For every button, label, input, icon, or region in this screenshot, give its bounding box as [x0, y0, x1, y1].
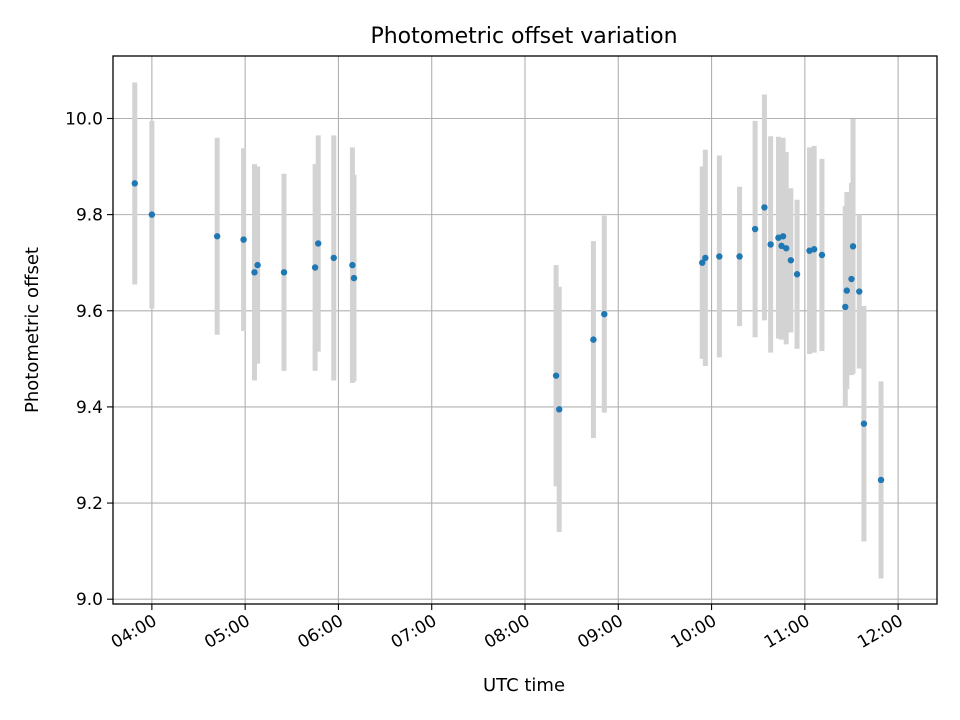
y-tick-label: 9.0 — [76, 590, 103, 610]
data-point — [736, 253, 743, 260]
chart-title: Photometric offset variation — [370, 24, 677, 49]
x-tick-label: 12:00 — [854, 611, 906, 653]
errorbars — [132, 82, 884, 579]
grid — [113, 56, 937, 604]
y-axis-label: Photometric offset — [22, 247, 43, 413]
data-point — [131, 180, 138, 187]
data-point — [213, 233, 221, 240]
y-tick-label: 9.4 — [76, 398, 103, 418]
x-tick-label: 06:00 — [294, 611, 346, 653]
y-tick-label: 10.0 — [65, 109, 103, 129]
data-point — [349, 261, 356, 269]
x-tick-label: 09:00 — [574, 611, 626, 653]
x-tick-label: 11:00 — [761, 611, 813, 653]
data-point — [779, 233, 787, 240]
data-point — [702, 254, 709, 262]
data-point — [793, 271, 801, 278]
data-point — [810, 246, 818, 253]
data-point — [350, 274, 358, 282]
data-point — [849, 243, 857, 250]
data-point — [848, 275, 855, 283]
data-point — [843, 287, 851, 294]
x-tick-label: 08:00 — [481, 611, 533, 653]
data-point — [601, 310, 608, 318]
data-point — [767, 241, 774, 248]
data-point — [148, 211, 156, 218]
data-point — [280, 269, 288, 276]
data-point — [751, 225, 759, 233]
data-point — [761, 204, 768, 211]
data-point — [590, 336, 597, 343]
data-point — [860, 420, 868, 427]
y-tick-label: 9.2 — [76, 494, 103, 514]
x-tick-label: 05:00 — [201, 611, 253, 653]
x-axis: 04:00 05:00 06:00 07:00 08:00 09:00 10:00 11:00… — [108, 604, 907, 653]
data-point — [856, 288, 863, 295]
data-point — [240, 236, 247, 243]
y-tick-label: 9.6 — [76, 302, 103, 322]
data-point — [552, 372, 560, 379]
data-point — [330, 254, 337, 262]
y-tick-label: 9.8 — [76, 206, 103, 226]
y-axis: 9.0 9.2 9.4 9.6 9.8 10.0 — [65, 109, 113, 610]
data-point — [716, 253, 723, 260]
data-point — [782, 245, 790, 252]
x-axis-label: UTC time — [483, 675, 565, 696]
data-point — [842, 303, 849, 311]
data-point — [251, 269, 258, 276]
data-point — [315, 240, 322, 247]
x-tick-label: 07:00 — [388, 611, 440, 653]
data-points — [131, 180, 885, 484]
data-point — [254, 261, 261, 269]
data-point — [818, 251, 826, 259]
data-point — [877, 476, 885, 484]
data-point — [699, 259, 706, 266]
x-tick-label: 10:00 — [668, 611, 720, 653]
x-tick-label: 04:00 — [108, 611, 160, 653]
data-point — [556, 406, 563, 413]
data-point — [311, 264, 319, 271]
data-point — [787, 257, 795, 264]
